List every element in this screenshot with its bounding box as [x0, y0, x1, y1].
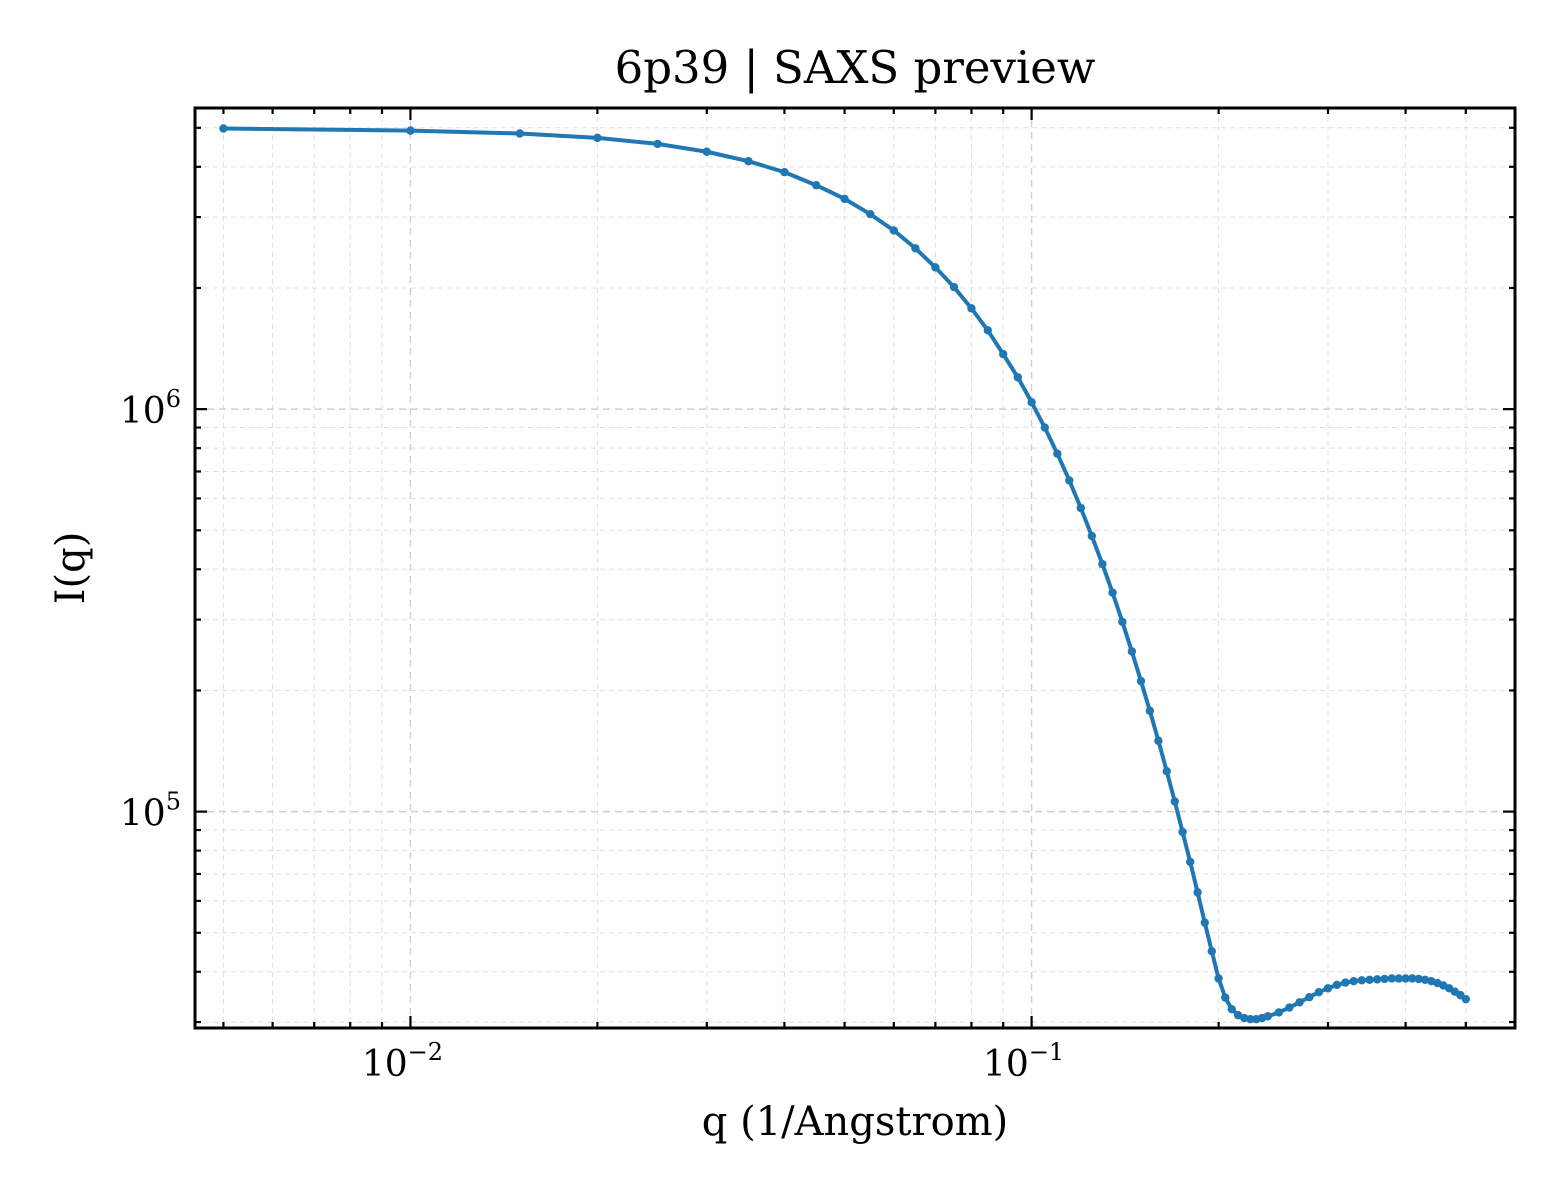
data-point [653, 139, 662, 149]
data-point [1193, 888, 1202, 897]
data-point [1027, 398, 1036, 407]
data-point [1414, 974, 1423, 984]
data-point [1461, 994, 1471, 1004]
data-point [866, 210, 875, 219]
y-tick-label: 106 [120, 385, 181, 432]
data-point [1108, 588, 1117, 597]
data-point [1200, 918, 1209, 927]
data-point [967, 304, 976, 313]
data-point [998, 349, 1008, 359]
data-point [1154, 736, 1163, 745]
data-point [1185, 857, 1195, 867]
data-point [1401, 974, 1410, 983]
data-point [1372, 975, 1382, 984]
data-point [1341, 978, 1350, 987]
data-point [1127, 647, 1137, 656]
data-point [1314, 987, 1324, 997]
grid-lines [195, 108, 1515, 1028]
data-point [1221, 993, 1230, 1002]
data-point [1178, 827, 1187, 837]
data-point [983, 326, 992, 335]
chart-title: 6p39 | SAXS preview [615, 41, 1096, 94]
data-point [1145, 706, 1155, 716]
data-point [1087, 531, 1097, 541]
data-point [1323, 984, 1333, 993]
data-point [1246, 1014, 1255, 1024]
data-point [1332, 980, 1342, 990]
data-point [1295, 998, 1304, 1007]
data-point [1408, 974, 1417, 983]
data-point [1263, 1012, 1273, 1021]
y-axis-label: I(q) [48, 532, 94, 605]
data-point [949, 282, 959, 292]
data-point [911, 244, 920, 253]
data-point [593, 133, 602, 143]
data-point [1170, 797, 1179, 806]
plot-frame [193, 106, 1517, 1030]
data-point [1207, 946, 1216, 956]
series-group [219, 124, 1471, 1024]
data-point [515, 129, 525, 138]
x-axis-label: q (1/Angstrom) [702, 1099, 1008, 1145]
x-tick-label: 10−1 [983, 1038, 1064, 1085]
data-point [931, 263, 940, 272]
data-point [1387, 974, 1396, 983]
data-point [1136, 676, 1146, 686]
data-point [811, 181, 821, 190]
data-point [1076, 503, 1086, 513]
x-tick-label: 10−2 [362, 1038, 443, 1085]
data-point [889, 226, 899, 235]
data-point [1065, 476, 1074, 485]
data-point [780, 167, 789, 177]
data-point [1098, 559, 1107, 569]
data-point [1285, 1003, 1294, 1012]
data-point [1357, 976, 1366, 985]
data-point [406, 126, 415, 135]
data-point [1013, 373, 1022, 382]
data-point [1214, 974, 1223, 983]
data-point [1394, 974, 1403, 983]
data-point [840, 194, 849, 204]
data-point [1227, 1004, 1236, 1014]
data-point [1162, 767, 1171, 776]
y-tick-label: 105 [120, 788, 181, 835]
data-point [744, 157, 753, 166]
data-point [1380, 974, 1389, 984]
data-point [1040, 423, 1049, 432]
data-point [1365, 975, 1374, 985]
data-point [1274, 1008, 1284, 1017]
data-point [1349, 977, 1358, 986]
data-point [219, 124, 228, 133]
data-point [702, 147, 712, 156]
axis-ticks: 10−2 10−1 105 106 [120, 108, 1515, 1085]
data-point [1118, 617, 1127, 627]
data-point [1053, 449, 1062, 458]
data-point [1305, 992, 1314, 1002]
